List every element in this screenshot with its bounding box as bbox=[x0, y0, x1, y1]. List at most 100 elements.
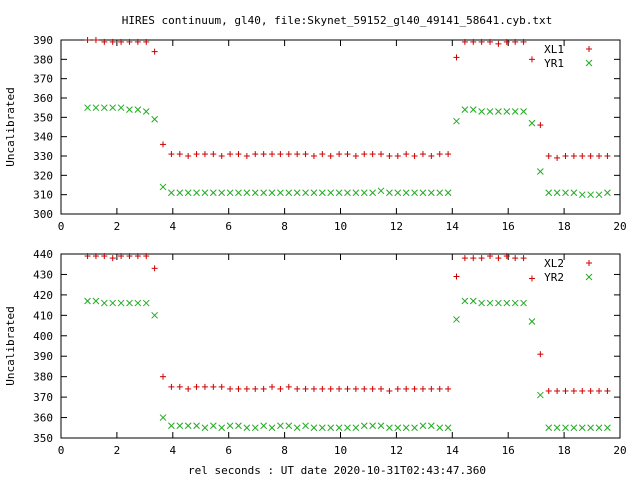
data-point-d2 bbox=[318, 189, 326, 197]
data-point-d2 bbox=[335, 189, 343, 197]
data-point-d2 bbox=[193, 189, 200, 197]
y-tick-label: 440 bbox=[33, 248, 53, 261]
x-tick-label: 6 bbox=[225, 444, 232, 457]
data-point bbox=[209, 189, 217, 197]
data-point-d2 bbox=[503, 299, 511, 307]
data-point bbox=[134, 299, 142, 307]
data-point-d2 bbox=[310, 189, 318, 197]
data-point bbox=[218, 383, 225, 390]
data-point bbox=[587, 387, 594, 394]
data-point bbox=[143, 253, 150, 260]
data-point bbox=[218, 153, 225, 159]
data-point-d2 bbox=[503, 108, 511, 115]
data-point-d2 bbox=[545, 424, 553, 432]
data-point bbox=[570, 189, 578, 197]
legend-marker bbox=[586, 260, 592, 266]
data-point bbox=[378, 151, 385, 158]
data-point bbox=[293, 189, 301, 197]
data-point-d2 bbox=[411, 189, 418, 197]
data-point-d2 bbox=[134, 106, 142, 113]
data-point bbox=[537, 351, 544, 358]
y-tick-label: 360 bbox=[33, 92, 53, 105]
data-point-d2 bbox=[436, 424, 444, 432]
data-point bbox=[553, 189, 561, 197]
data-point bbox=[243, 153, 250, 159]
y-tick-label: 300 bbox=[33, 208, 53, 221]
data-point bbox=[578, 191, 586, 199]
data-point bbox=[118, 253, 125, 260]
data-point bbox=[176, 383, 183, 390]
y-tick-label: 350 bbox=[33, 111, 53, 124]
x-tick-label: 20 bbox=[613, 444, 626, 457]
data-point bbox=[562, 153, 569, 159]
data-point-d2 bbox=[84, 104, 91, 112]
data-point bbox=[218, 189, 226, 197]
data-point bbox=[260, 189, 267, 197]
data-point bbox=[378, 385, 385, 392]
data-point bbox=[294, 151, 301, 158]
data-point bbox=[394, 189, 402, 197]
data-point-d2 bbox=[142, 108, 150, 115]
data-point bbox=[453, 54, 460, 61]
data-point bbox=[545, 189, 553, 197]
data-point bbox=[201, 189, 209, 197]
data-point-d2 bbox=[327, 189, 335, 197]
data-point bbox=[227, 151, 234, 158]
data-point-d2 bbox=[511, 108, 519, 115]
data-point-d2 bbox=[469, 297, 477, 305]
data-point bbox=[344, 189, 351, 197]
data-point bbox=[201, 424, 209, 432]
data-point bbox=[143, 38, 150, 45]
data-point bbox=[134, 38, 141, 45]
data-point bbox=[344, 151, 351, 158]
legend-marker bbox=[585, 273, 593, 281]
data-point bbox=[159, 414, 167, 421]
data-point bbox=[411, 424, 418, 432]
data-point-d2 bbox=[562, 424, 569, 432]
data-point bbox=[243, 424, 251, 432]
data-point bbox=[596, 387, 603, 394]
data-point bbox=[134, 253, 141, 260]
data-point-d2 bbox=[176, 189, 184, 197]
data-point bbox=[604, 387, 611, 394]
data-point bbox=[160, 373, 167, 380]
data-point bbox=[92, 297, 100, 305]
data-point bbox=[470, 255, 477, 262]
x-tick-label: 12 bbox=[390, 444, 403, 457]
data-point-d2 bbox=[277, 189, 284, 197]
data-point bbox=[486, 299, 494, 307]
data-point bbox=[168, 189, 175, 197]
data-point bbox=[554, 387, 561, 394]
data-point-d2 bbox=[352, 189, 360, 197]
data-point bbox=[360, 189, 368, 197]
data-point bbox=[268, 424, 276, 432]
data-point-d2 bbox=[578, 191, 586, 199]
data-point bbox=[260, 151, 267, 158]
data-point-d2 bbox=[126, 299, 133, 307]
x-tick-label: 8 bbox=[281, 444, 288, 457]
data-point bbox=[193, 422, 200, 430]
data-point bbox=[402, 189, 410, 197]
legend-label: YR2 bbox=[544, 271, 564, 284]
data-point-d2 bbox=[419, 189, 427, 197]
data-point-d2 bbox=[109, 104, 117, 112]
data-point-d2 bbox=[335, 424, 343, 432]
x-tick-label: 8 bbox=[281, 220, 288, 233]
data-point bbox=[168, 383, 175, 390]
data-point bbox=[469, 106, 477, 113]
data-point bbox=[260, 422, 267, 430]
data-point bbox=[411, 385, 418, 392]
data-point-d2 bbox=[478, 108, 486, 115]
data-point bbox=[235, 385, 242, 392]
x-tick-label: 18 bbox=[557, 220, 570, 233]
data-point-d2 bbox=[486, 299, 494, 307]
data-point bbox=[310, 424, 318, 432]
data-point-d2 bbox=[604, 424, 611, 432]
data-point bbox=[512, 38, 519, 45]
data-point bbox=[394, 424, 402, 432]
data-point bbox=[386, 387, 393, 394]
data-point bbox=[327, 385, 334, 392]
data-point bbox=[562, 387, 569, 394]
data-point bbox=[461, 106, 469, 113]
data-point bbox=[269, 383, 276, 390]
